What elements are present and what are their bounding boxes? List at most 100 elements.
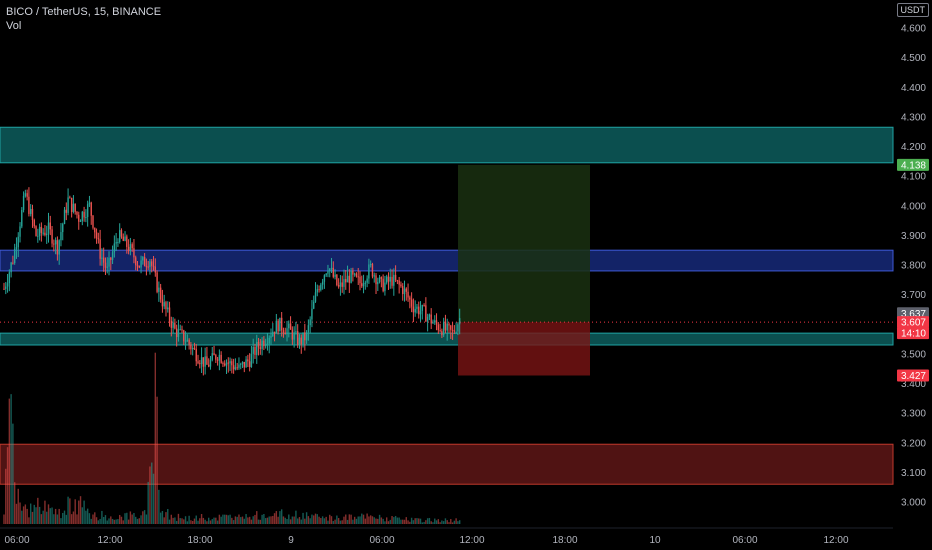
price-label-text: 3.607 bbox=[901, 318, 926, 329]
volume-bar bbox=[40, 514, 43, 524]
candle bbox=[332, 267, 334, 277]
candle bbox=[320, 284, 322, 290]
volume-bar bbox=[85, 510, 87, 524]
volume-bar bbox=[346, 519, 349, 524]
candle bbox=[353, 273, 356, 275]
volume-bar bbox=[359, 516, 361, 524]
price-tick: 3.100 bbox=[901, 468, 926, 479]
time-tick: 12:00 bbox=[823, 535, 848, 546]
volume-bar bbox=[402, 519, 404, 524]
candle bbox=[359, 276, 361, 284]
candle bbox=[343, 279, 345, 287]
candle bbox=[234, 367, 237, 370]
volume-bar bbox=[448, 522, 450, 524]
candle bbox=[450, 325, 452, 330]
candle bbox=[49, 222, 51, 230]
candle bbox=[70, 197, 73, 212]
volume-label: Vol bbox=[6, 20, 22, 32]
candle bbox=[88, 202, 91, 205]
volume-bar bbox=[403, 519, 406, 524]
volume-bar bbox=[58, 508, 60, 524]
price-label-text: 3.637 bbox=[901, 309, 926, 320]
volume-bar bbox=[170, 514, 173, 524]
volume-bar bbox=[37, 497, 39, 524]
volume-bar bbox=[394, 515, 397, 524]
candle bbox=[35, 226, 37, 237]
candle bbox=[122, 236, 124, 241]
volume-bar bbox=[227, 515, 229, 524]
volume-bar bbox=[387, 521, 390, 524]
candle bbox=[90, 202, 92, 216]
candle bbox=[85, 216, 87, 218]
volume-bar bbox=[120, 516, 123, 524]
volume-bar bbox=[311, 514, 313, 524]
volume-bar bbox=[74, 499, 76, 524]
volume-bar bbox=[421, 522, 423, 524]
candle bbox=[149, 261, 151, 268]
candle bbox=[272, 331, 274, 337]
volume-bar bbox=[12, 423, 14, 524]
volume-bar bbox=[188, 515, 190, 524]
candle bbox=[362, 283, 365, 287]
candle bbox=[184, 341, 187, 343]
volume-bar bbox=[327, 520, 329, 524]
volume-bar bbox=[419, 518, 422, 524]
candle bbox=[115, 242, 117, 244]
zone-support bbox=[0, 332, 894, 346]
price-tick: 3.300 bbox=[901, 409, 926, 420]
price-tick: 4.300 bbox=[901, 112, 926, 123]
candle bbox=[174, 322, 176, 329]
volume-bar bbox=[24, 504, 27, 524]
volume-bar bbox=[28, 517, 30, 524]
candle bbox=[119, 230, 121, 243]
volume-bar bbox=[371, 516, 374, 524]
volume-bar bbox=[69, 498, 71, 524]
volume-bar bbox=[286, 519, 288, 524]
candle bbox=[254, 346, 256, 355]
candle bbox=[224, 363, 226, 366]
candle bbox=[396, 280, 399, 282]
volume-bar bbox=[248, 516, 251, 524]
candle bbox=[309, 319, 311, 326]
candle bbox=[264, 344, 267, 347]
volume-bar bbox=[60, 518, 62, 524]
candle bbox=[202, 357, 205, 367]
volume-bar bbox=[30, 503, 32, 524]
volume-bar bbox=[353, 516, 356, 524]
volume-bar bbox=[44, 500, 46, 524]
candle bbox=[289, 323, 292, 330]
candle bbox=[245, 359, 247, 368]
candle bbox=[325, 273, 327, 276]
candle bbox=[158, 287, 160, 292]
time-tick: 06:00 bbox=[732, 535, 757, 546]
candle bbox=[407, 291, 409, 298]
price-tick: 3.400 bbox=[901, 379, 926, 390]
candle bbox=[236, 367, 238, 369]
volume-bar bbox=[314, 513, 317, 524]
candle bbox=[295, 331, 297, 333]
candle bbox=[181, 329, 183, 331]
candle bbox=[405, 288, 407, 292]
volume-bar bbox=[325, 516, 327, 524]
candle bbox=[156, 272, 158, 292]
candle bbox=[188, 339, 190, 345]
volume-bar bbox=[183, 519, 185, 524]
volume-bar bbox=[337, 518, 340, 524]
volume-bar bbox=[161, 510, 164, 524]
volume-bar bbox=[300, 519, 302, 524]
volume-bar bbox=[191, 520, 194, 524]
candle bbox=[288, 323, 290, 329]
volume-bar bbox=[380, 517, 383, 524]
volume-bar bbox=[26, 508, 28, 524]
volume-bar bbox=[94, 512, 96, 524]
candle bbox=[329, 268, 331, 272]
volume-bar bbox=[458, 520, 461, 524]
candle bbox=[161, 299, 164, 307]
candle bbox=[323, 275, 326, 282]
currency-badge[interactable]: USDT bbox=[896, 3, 929, 17]
volume-bar bbox=[414, 518, 416, 524]
candle bbox=[305, 332, 308, 341]
volume-bar bbox=[234, 516, 237, 524]
volume-bar bbox=[263, 514, 265, 524]
